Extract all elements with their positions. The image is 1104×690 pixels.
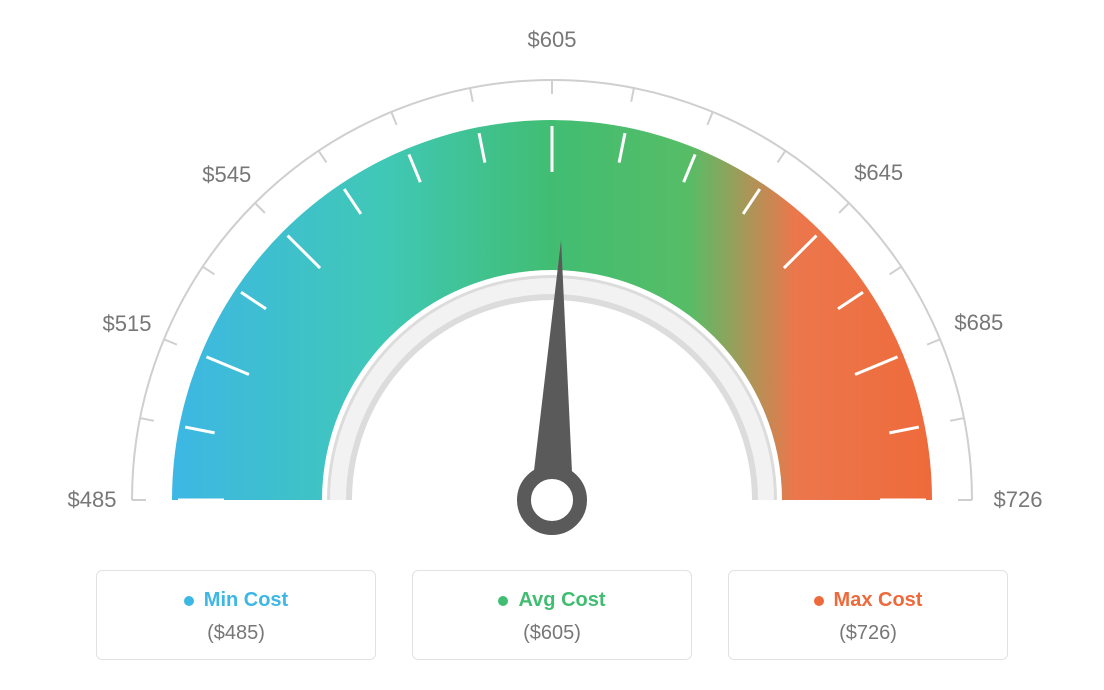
legend-max-title: Max Cost: [814, 589, 923, 612]
cost-gauge: $485 $515 $545 $605 $645 $685 $726: [52, 20, 1052, 585]
legend-min-title: Min Cost: [184, 589, 288, 612]
gauge-tick-label: $685: [954, 310, 1003, 336]
legend-min-label: Min Cost: [204, 589, 288, 612]
gauge-tick-label: $605: [528, 27, 577, 53]
dot-icon: [184, 596, 194, 606]
legend-max-value: ($726): [739, 622, 997, 645]
legend-row: Min Cost ($485) Avg Cost ($605) Max Cost…: [0, 570, 1104, 660]
legend-avg: Avg Cost ($605): [412, 570, 692, 660]
legend-min: Min Cost ($485): [96, 570, 376, 660]
legend-max: Max Cost ($726): [728, 570, 1008, 660]
gauge-svg: [52, 20, 1052, 580]
legend-avg-label: Avg Cost: [518, 589, 605, 612]
legend-min-value: ($485): [107, 622, 365, 645]
legend-avg-title: Avg Cost: [498, 589, 605, 612]
legend-avg-value: ($605): [423, 622, 681, 645]
gauge-tick-label: $515: [103, 311, 152, 337]
gauge-tick-label: $645: [854, 160, 903, 186]
gauge-tick-label: $485: [68, 487, 117, 513]
legend-max-label: Max Cost: [834, 589, 923, 612]
dot-icon: [814, 596, 824, 606]
gauge-tick-label: $726: [994, 487, 1043, 513]
dot-icon: [498, 596, 508, 606]
gauge-tick-label: $545: [202, 162, 251, 188]
